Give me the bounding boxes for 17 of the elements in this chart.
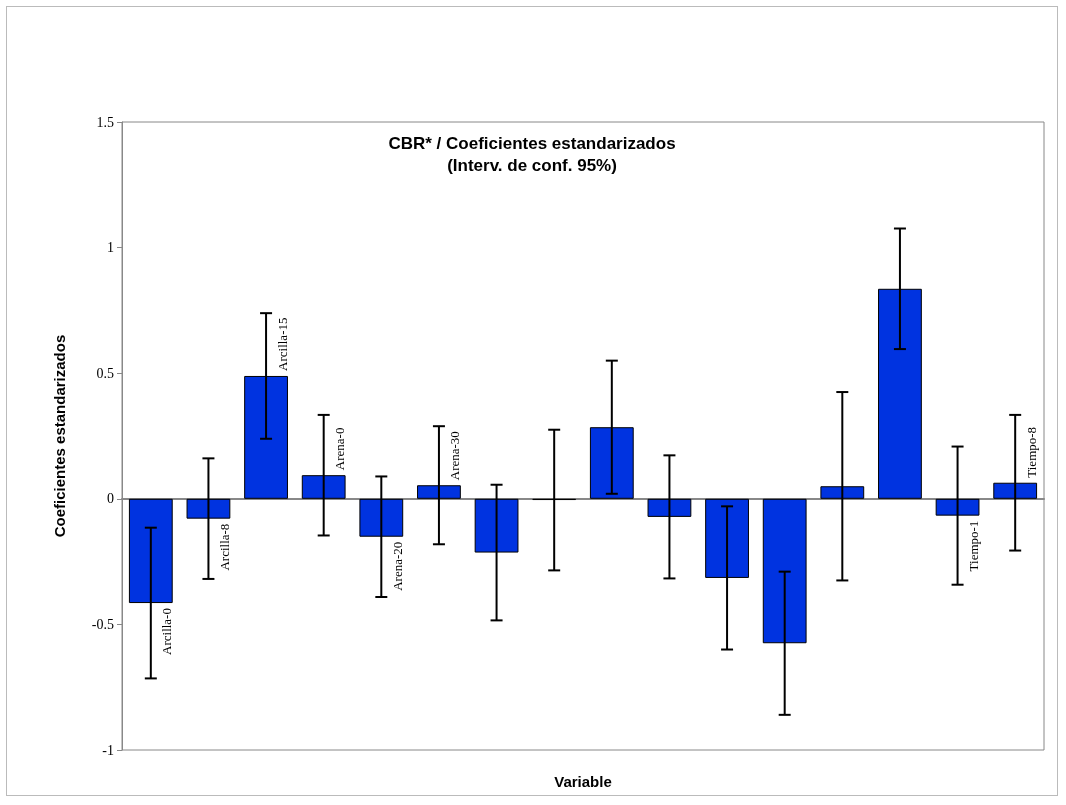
- x-tick-label: Tiempo-1: [966, 520, 982, 572]
- x-tick-label: Arena-30: [447, 431, 463, 481]
- x-tick-label: Arcilla-0: [159, 608, 175, 655]
- y-tick-label: 0: [107, 491, 114, 507]
- x-tick-label: Arena-20: [389, 541, 405, 591]
- x-tick-label: Arcilla-8: [216, 523, 232, 571]
- text: CBR* / Coeficientes estandarizados (Interv. de conf. 95%): [388, 133, 676, 175]
- y-tick-label: 1: [107, 240, 114, 256]
- y-tick-label: 1.5: [96, 114, 114, 130]
- y-tick-label: -0.5: [91, 616, 114, 632]
- x-tick-label: Tiempo-8: [1023, 426, 1039, 478]
- y-axis-title: Coeficientes estandarizados: [51, 334, 68, 538]
- y-tick-label: 0.5: [96, 365, 114, 381]
- y-tick-label: -1: [102, 742, 114, 758]
- x-axis-title: Variable: [554, 773, 612, 790]
- x-tick-label: Arcilla-15: [274, 317, 290, 371]
- x-tick-label: Arena-0: [332, 427, 348, 471]
